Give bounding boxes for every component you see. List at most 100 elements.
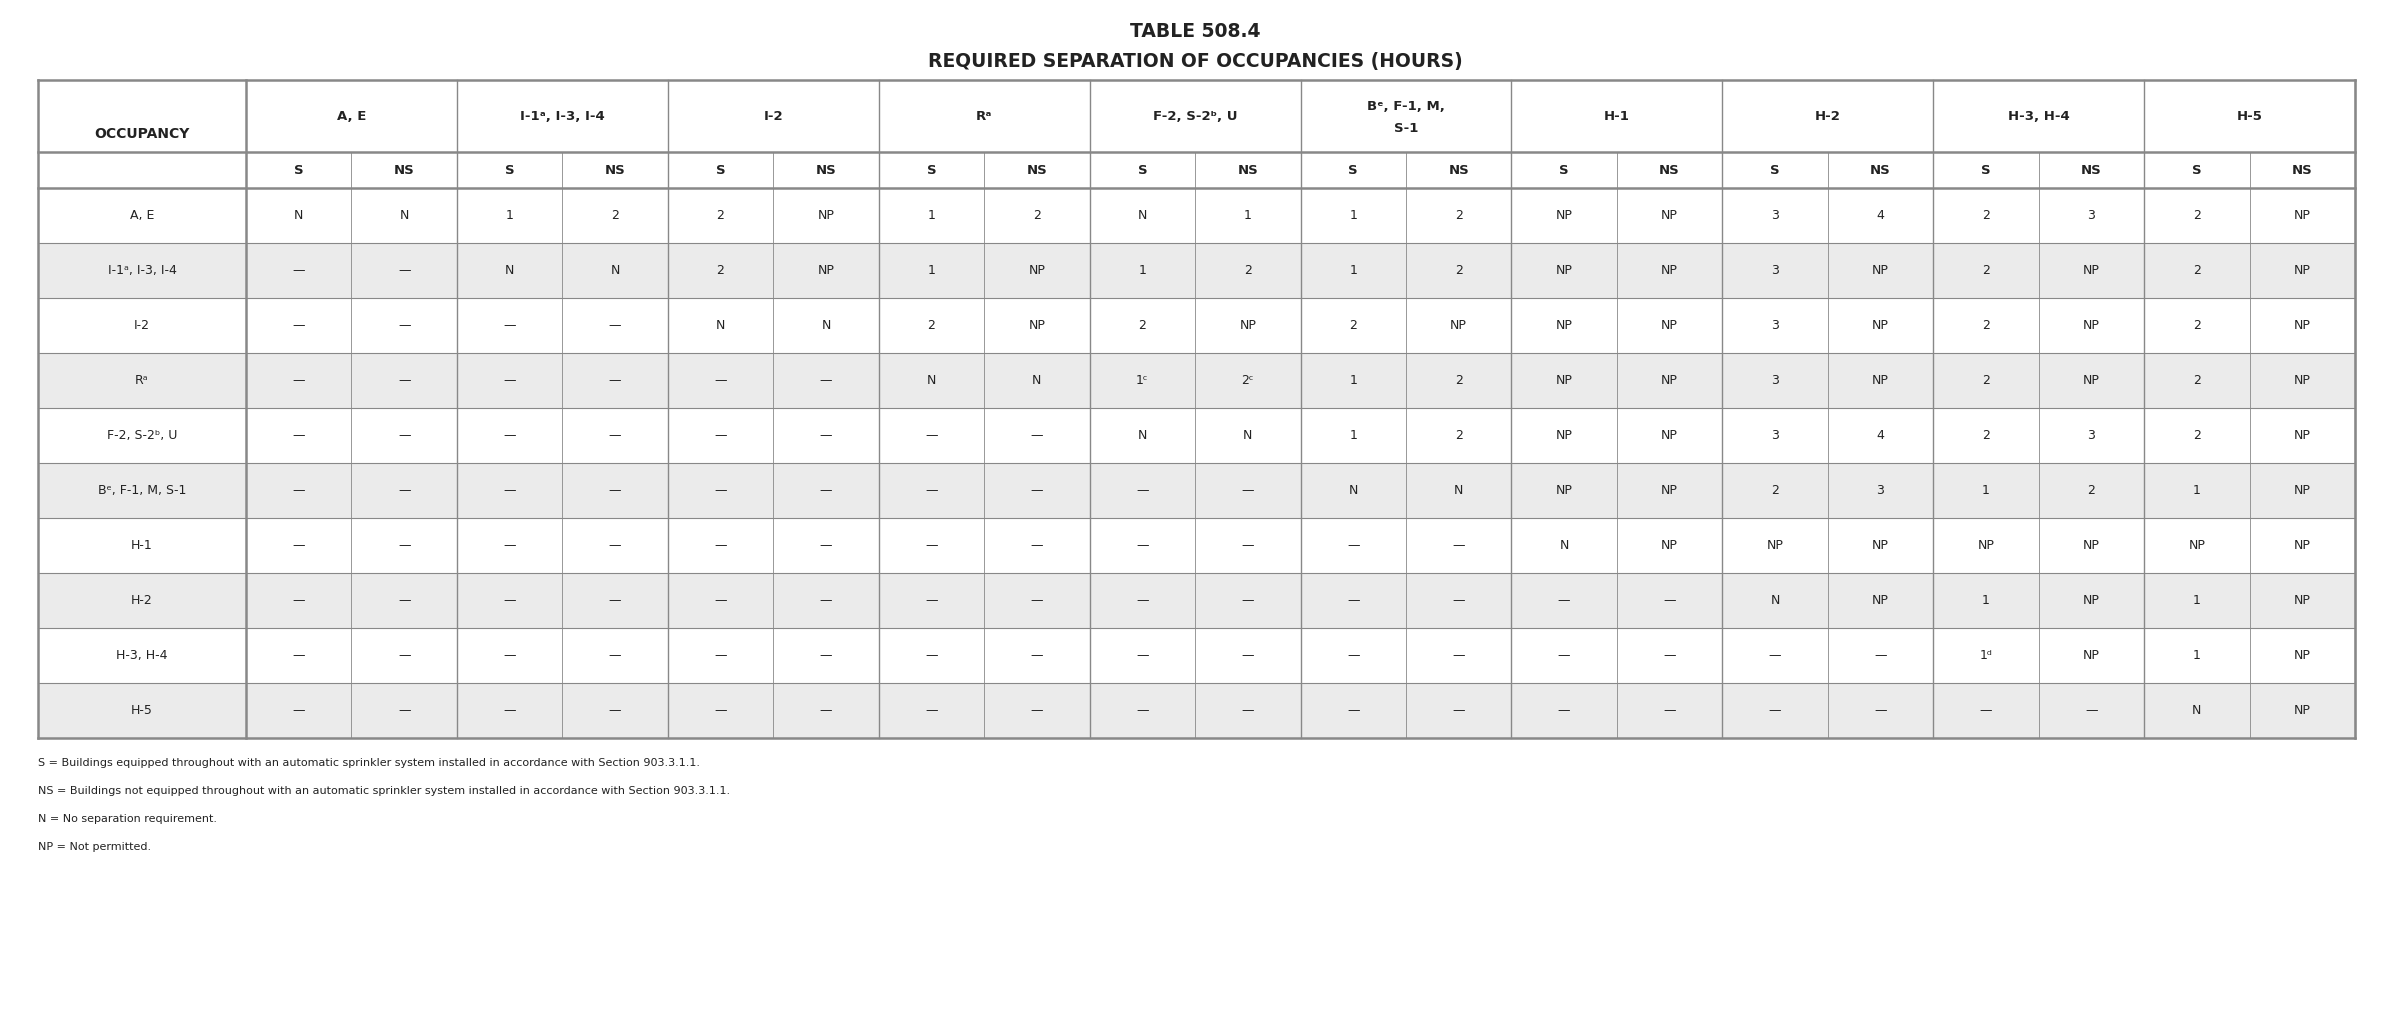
Text: NS: NS (395, 164, 414, 177)
Text: —: — (1769, 704, 1781, 717)
Text: NP: NP (2083, 649, 2099, 662)
Text: —: — (1664, 704, 1676, 717)
Text: 2: 2 (2193, 264, 2200, 277)
Text: —: — (1136, 484, 1148, 497)
Text: 3: 3 (1877, 484, 1884, 497)
Text: 2: 2 (1033, 209, 1040, 222)
Text: N = No separation requirement.: N = No separation requirement. (38, 814, 218, 824)
Text: —: — (1559, 594, 1571, 607)
Text: —: — (505, 484, 516, 497)
Text: —: — (925, 704, 937, 717)
Text: NS: NS (1449, 164, 1468, 177)
Text: NP: NP (1872, 594, 1889, 607)
Text: N: N (1454, 484, 1463, 497)
Text: NP: NP (1557, 484, 1573, 497)
Text: 1: 1 (1982, 484, 1989, 497)
Bar (38, 463, 2355, 518)
Text: NP: NP (1662, 374, 1678, 387)
Text: —: — (1346, 539, 1360, 552)
Text: 3: 3 (2087, 429, 2095, 442)
Text: NP: NP (2293, 484, 2310, 497)
Text: N: N (2193, 704, 2202, 717)
Text: —: — (1241, 539, 1253, 552)
Text: S: S (505, 164, 514, 177)
Text: NP: NP (1557, 209, 1573, 222)
Text: —: — (820, 429, 832, 442)
Text: NS: NS (2293, 164, 2312, 177)
Text: —: — (292, 429, 306, 442)
Text: NP: NP (1028, 264, 1045, 277)
Text: 2: 2 (717, 209, 724, 222)
Text: NP: NP (1662, 539, 1678, 552)
Text: A, E: A, E (129, 209, 153, 222)
Text: NS: NS (605, 164, 626, 177)
Bar (38, 683, 2355, 738)
Text: —: — (820, 704, 832, 717)
Text: NP: NP (1557, 429, 1573, 442)
Text: S: S (1769, 164, 1779, 177)
Text: —: — (397, 319, 411, 332)
Text: —: — (1664, 594, 1676, 607)
Text: 2: 2 (2193, 209, 2200, 222)
Text: H-1: H-1 (132, 539, 153, 552)
Text: —: — (1136, 704, 1148, 717)
Text: 1: 1 (928, 264, 935, 277)
Text: —: — (505, 429, 516, 442)
Text: I-1ᵃ, I-3, I-4: I-1ᵃ, I-3, I-4 (519, 109, 605, 122)
Text: —: — (820, 374, 832, 387)
Text: N: N (928, 374, 937, 387)
Text: A, E: A, E (337, 109, 366, 122)
Text: 3: 3 (1772, 264, 1779, 277)
Text: —: — (1136, 594, 1148, 607)
Text: Bᵉ, F-1, M, S-1: Bᵉ, F-1, M, S-1 (98, 484, 186, 497)
Text: 2: 2 (2087, 484, 2095, 497)
Text: I-2: I-2 (763, 109, 784, 122)
Text: —: — (715, 704, 727, 717)
Text: NP: NP (1872, 374, 1889, 387)
Text: —: — (715, 484, 727, 497)
Text: H-3, H-4: H-3, H-4 (117, 649, 167, 662)
Text: 1: 1 (1982, 594, 1989, 607)
Text: H-3, H-4: H-3, H-4 (2008, 109, 2071, 122)
Text: I-2: I-2 (134, 319, 151, 332)
Text: I-1ᵃ, I-3, I-4: I-1ᵃ, I-3, I-4 (108, 264, 177, 277)
Text: NP: NP (818, 264, 834, 277)
Text: —: — (292, 649, 306, 662)
Text: N: N (715, 319, 724, 332)
Text: 1: 1 (2193, 649, 2200, 662)
Text: —: — (820, 539, 832, 552)
Text: —: — (715, 649, 727, 662)
Text: NP: NP (1239, 319, 1255, 332)
Text: —: — (1346, 649, 1360, 662)
Text: N: N (1033, 374, 1042, 387)
Text: NP: NP (2293, 539, 2310, 552)
Text: H-5: H-5 (2236, 109, 2262, 122)
Text: —: — (397, 264, 411, 277)
Text: N: N (1559, 539, 1568, 552)
Text: N: N (1349, 484, 1358, 497)
Text: —: — (715, 594, 727, 607)
Text: Rᵃ: Rᵃ (976, 109, 992, 122)
Text: —: — (715, 374, 727, 387)
Text: N: N (505, 264, 514, 277)
Text: —: — (397, 429, 411, 442)
Text: —: — (1346, 704, 1360, 717)
Text: 3: 3 (1772, 209, 1779, 222)
Text: NS: NS (1239, 164, 1258, 177)
Text: NP: NP (2293, 264, 2310, 277)
Text: F-2, S-2ᵇ, U: F-2, S-2ᵇ, U (1152, 109, 1236, 122)
Text: 1: 1 (2193, 484, 2200, 497)
Text: NP: NP (2293, 319, 2310, 332)
Text: —: — (1031, 594, 1042, 607)
Text: NP: NP (1872, 264, 1889, 277)
Text: —: — (1451, 539, 1466, 552)
Text: 1: 1 (505, 209, 514, 222)
Text: NP: NP (2083, 374, 2099, 387)
Text: —: — (1875, 704, 1886, 717)
Text: NS: NS (2080, 164, 2102, 177)
Text: 1: 1 (928, 209, 935, 222)
Text: —: — (1241, 704, 1253, 717)
Text: —: — (1031, 539, 1042, 552)
Text: —: — (505, 704, 516, 717)
Text: N: N (610, 264, 619, 277)
